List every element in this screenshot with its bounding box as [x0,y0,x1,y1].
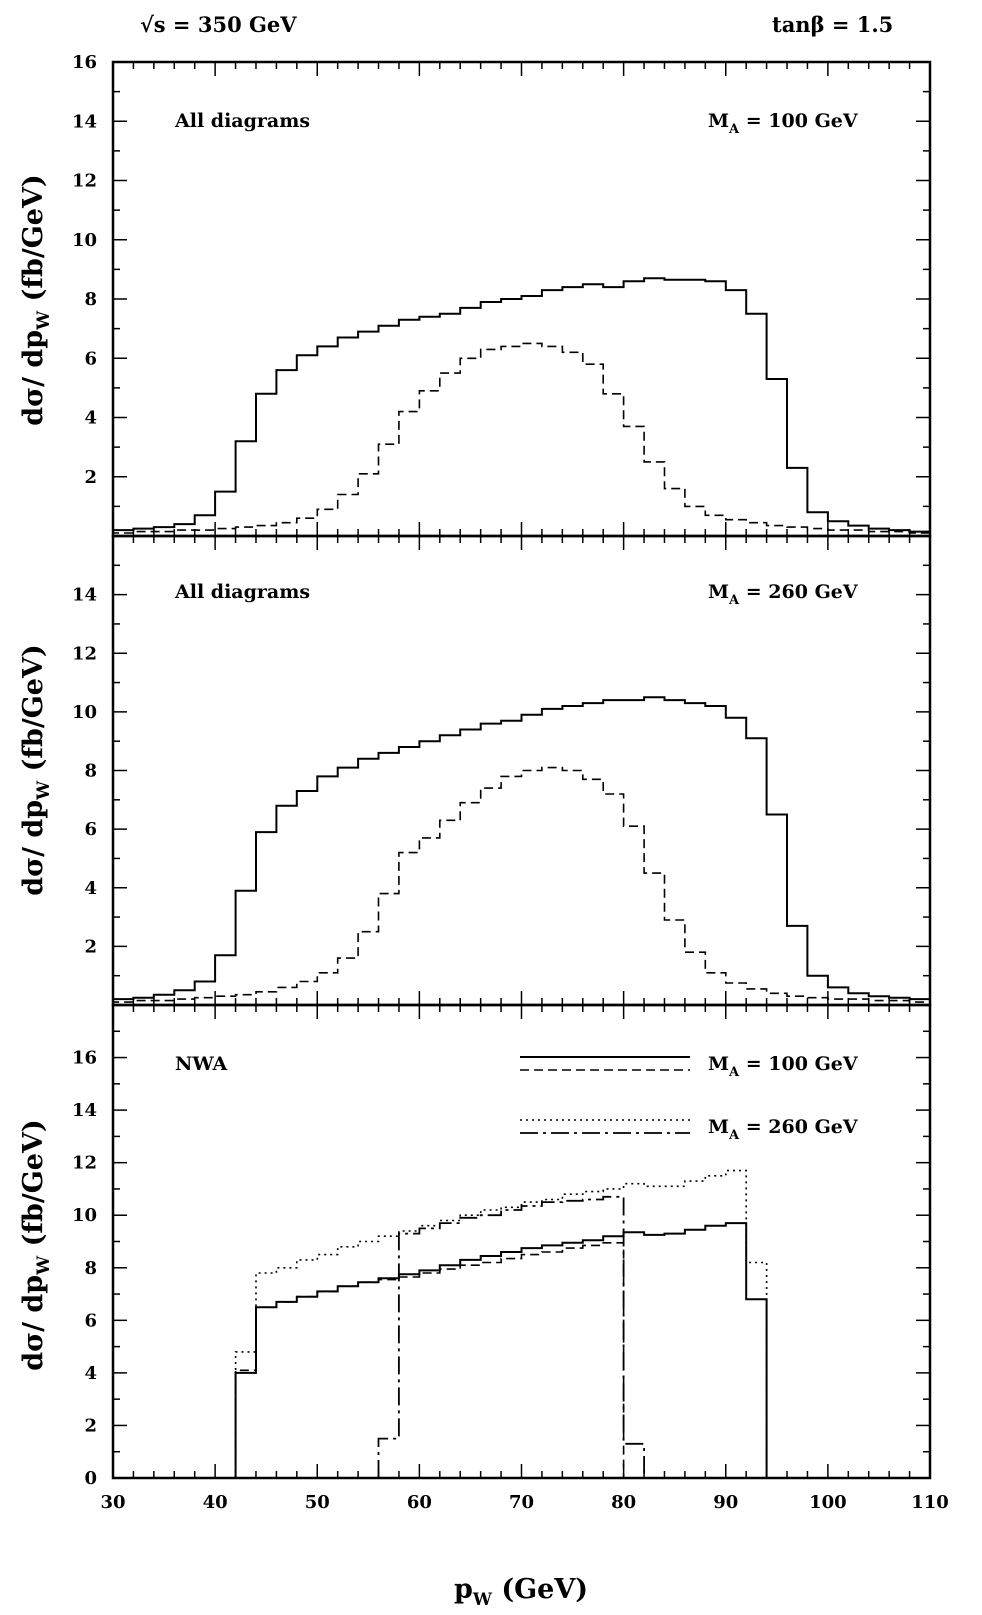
panel3-annotation-left: NWA [175,1053,227,1075]
x-tick-label: 90 [713,1492,738,1513]
panel1-annotation-right: MA = 100 GeV [708,110,859,137]
panel-1: 2 4 6 8 10 12 14 16 [72,52,932,538]
y-tick-label: 4 [84,408,97,429]
panel2-ylabel: dσ/ dpW (fb/GeV) [18,644,54,895]
y-tick-label: 16 [72,1048,97,1069]
header-tan-beta: tanβ = 1.5 [772,12,894,37]
y-tick-label: 14 [72,111,97,132]
y-tick-label: 14 [72,1100,97,1121]
y-tick-label: 10 [72,702,97,723]
y-tick-label: 8 [84,761,97,782]
y-tick-label: 12 [72,643,97,664]
panel1-ylabel: dσ/ dpW (fb/GeV) [18,174,54,425]
x-tick-label: 30 [100,1492,125,1513]
y-tick-label: 10 [72,1205,97,1226]
x-tick-label: 70 [509,1492,534,1513]
x-axis-label: pW (GeV) [454,1574,588,1610]
y-tick-label: 12 [72,171,97,192]
y-tick-label: 6 [84,348,97,369]
y-tick-label: 2 [84,936,97,957]
panel1-annotation-left: All diagrams [174,110,310,132]
y-tick-label: 2 [84,1415,97,1436]
y-tick-label: 6 [84,1310,97,1331]
y-tick-label: 0 [84,1468,97,1489]
x-tick-label: 40 [203,1492,228,1513]
header-sqrt-s: √s = 350 GeV [140,12,297,37]
panel2-annotation-left: All diagrams [174,581,310,603]
legend-label-ma260: MA = 260 GeV [708,1116,859,1143]
panel3-ylabel: dσ/ dpW (fb/GeV) [18,1119,54,1370]
panel-2-series-dashed [112,766,930,1005]
x-tick-label: 100 [809,1492,847,1513]
x-tick-label: 60 [407,1492,432,1513]
panel-3: 0 2 4 6 8 10 12 14 16 30 40 50 60 70 80 90 100 110 [72,1003,949,1513]
panel2-annotation-right: MA = 260 GeV [708,581,859,608]
y-tick-label: 4 [84,1363,97,1384]
panel-3-series-dashdot [377,1195,645,1478]
x-tick-label: 50 [305,1492,330,1513]
legend-label-ma100: MA = 100 GeV [708,1053,859,1080]
panel-3-series-dashed [234,1242,625,1478]
panel-2: 2 4 6 8 10 12 14 [72,534,932,1007]
y-tick-label: 10 [72,230,97,251]
y-tick-label: 2 [84,467,97,488]
x-tick-label: 80 [611,1492,636,1513]
y-tick-label: 12 [72,1153,97,1174]
x-tick-label: 110 [911,1492,949,1513]
y-tick-label: 16 [72,52,97,73]
y-tick-label: 8 [84,289,97,310]
panel-1-series-solid [112,277,930,536]
panel-2-series-solid [112,696,930,1005]
y-tick-label: 8 [84,1258,97,1279]
y-tick-label: 6 [84,819,97,840]
panel-3-series-dotted [234,1169,768,1478]
y-tick-label: 4 [84,878,97,899]
y-tick-label: 14 [72,585,97,606]
